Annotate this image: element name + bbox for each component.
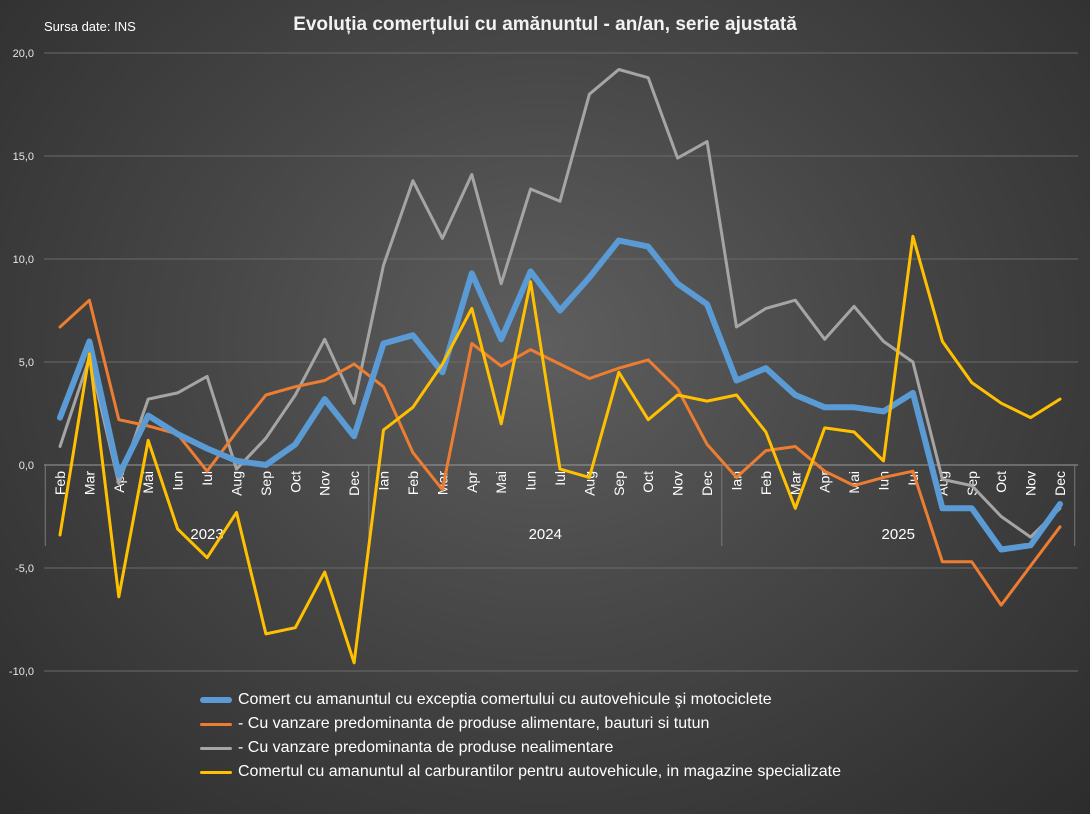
x-tick-label: Nov	[317, 471, 333, 496]
x-tick-label: Oct	[993, 471, 1009, 493]
x-tick-label: Feb	[52, 471, 68, 495]
x-tick-label: Nov	[670, 471, 686, 496]
x-tick-label: Feb	[758, 471, 774, 495]
x-tick-label: Iun	[876, 471, 892, 490]
series-line-0	[57, 237, 1063, 553]
legend-label-fuel: Comertul cu amanuntul al carburantilor p…	[238, 763, 841, 780]
legend-label-food: - Cu vanzare predominanta de produse ali…	[238, 715, 710, 732]
legend-label-total: Comert cu amanuntul cu exceptia comertul…	[238, 691, 772, 708]
x-tick-label: Mar	[787, 471, 803, 495]
x-tick-label: Aug	[228, 471, 244, 496]
x-tick-label: Mar	[81, 471, 97, 495]
legend-item-fuel: Comertul cu amanuntul al carburantilor p…	[200, 760, 841, 784]
x-tick-label: Sep	[258, 471, 274, 496]
x-tick-label: Iul	[199, 471, 215, 486]
y-tick-label: -10,0	[9, 666, 34, 678]
chart-title: Evoluția comerțului cu amănuntul - an/an…	[0, 14, 1090, 36]
y-tick-label: 20,0	[13, 48, 34, 60]
x-tick-label: Dec	[346, 471, 362, 496]
x-axis: Feb Mar Apr Mai Iun Iul Aug Sep Oct Nov Dec Ian Feb M…	[44, 464, 1078, 546]
source-label: Sursa date: INS	[44, 19, 136, 34]
x-tick-label: Mai	[140, 471, 156, 494]
x-tick-label: Apr	[817, 471, 833, 493]
series-line-1	[58, 298, 1062, 607]
x-tick-label: Sep	[611, 471, 627, 496]
y-tick-label: 5,0	[19, 357, 34, 369]
x-tick-label: Oct	[287, 471, 303, 493]
y-tick-label: 0,0	[19, 460, 34, 472]
x-tick-label: Iun	[170, 471, 186, 490]
x-tick-label: Mai	[493, 471, 509, 494]
x-tick-label: Iul	[552, 471, 568, 486]
series-lines	[57, 68, 1063, 665]
year-label: 2025	[882, 526, 915, 543]
x-tick-label: Nov	[1023, 471, 1039, 496]
x-tick-label: Ian	[728, 471, 744, 490]
y-tick-label: -5,0	[15, 563, 34, 575]
legend-item-food: - Cu vanzare predominanta de produse ali…	[200, 712, 841, 736]
legend-swatch-total	[200, 697, 232, 703]
series-line-3	[58, 234, 1062, 665]
legend-item-nonfood: - Cu vanzare predominanta de produse nea…	[200, 736, 841, 760]
x-tick-label: Feb	[405, 471, 421, 495]
y-axis: 20,0 15,0 10,0 5,0 0,0 -5,0 -10,0	[9, 48, 34, 678]
x-tick-label: Oct	[640, 471, 656, 493]
legend: Comert cu amanuntul cu exceptia comertul…	[200, 688, 841, 784]
x-tick-label: Ian	[376, 471, 392, 490]
legend-swatch-food	[200, 722, 232, 726]
legend-swatch-nonfood	[200, 746, 232, 750]
chart-title-text: Evoluția comerțului cu amănuntul - an/an…	[293, 14, 797, 35]
gridlines	[44, 52, 1078, 672]
x-tick-label: Dec	[699, 471, 715, 496]
y-tick-label: 10,0	[13, 254, 34, 266]
legend-swatch-fuel	[200, 770, 232, 774]
legend-item-total: Comert cu amanuntul cu exceptia comertul…	[200, 688, 841, 712]
year-label: 2023	[190, 526, 223, 543]
x-tick-label: Mai	[846, 471, 862, 494]
year-label: 2024	[529, 526, 562, 543]
x-tick-label: Dec	[1052, 471, 1068, 496]
series-line-2	[58, 68, 1062, 539]
x-tick-label: Apr	[464, 471, 480, 493]
y-tick-label: 15,0	[13, 151, 34, 163]
x-tick-label: Iun	[523, 471, 539, 490]
legend-label-nonfood: - Cu vanzare predominanta de produse nea…	[238, 739, 614, 756]
